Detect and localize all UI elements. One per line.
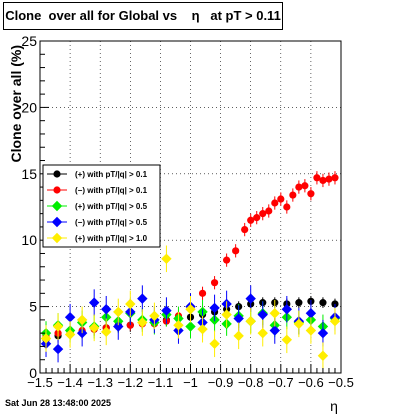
y-tick-label: 5 [29,299,37,315]
legend-marker [53,170,61,178]
data-series [40,171,341,370]
data-point [295,299,303,307]
data-point [271,199,279,207]
data-point [233,330,244,342]
data-point [88,322,100,334]
data-point [173,319,184,331]
data-point [161,305,172,316]
data-point [281,334,293,346]
data-point [185,304,196,315]
x-tick-label: −0.5 [328,375,354,390]
data-point [257,309,268,320]
series-5 [40,245,341,370]
data-point [64,312,76,323]
x-tick-label: −1.2 [117,375,143,390]
data-point [52,321,64,332]
data-point [209,338,220,349]
data-point [269,325,280,336]
data-point [281,304,293,315]
y-tick-label: 10 [21,232,37,248]
x-tick-label: −0.7 [268,375,294,390]
legend-label: (−) with pT/|q| > 0.5 [75,218,148,227]
data-point [137,293,148,304]
legend-marker [51,232,63,244]
axes: −1.5 −1.4 −1.3 −1.2 −1.1 −1 −0.9 −0.8 −0.7 −0.6 −0… [8,33,354,414]
y-tick-label: 15 [21,166,37,182]
data-point [64,329,76,340]
data-point [247,216,255,224]
data-point [313,174,321,182]
data-point [185,321,196,332]
data-point [317,350,329,361]
x-tick-label: −0.6 [298,375,324,390]
data-point [245,293,256,304]
data-point [319,299,327,307]
data-point [88,297,100,308]
y-tick-label: 20 [21,99,37,115]
x-tick-label: −1.1 [148,375,174,390]
legend-label: (+) with pT/|q| > 0.5 [75,202,148,211]
data-point [161,253,172,264]
data-point [245,316,256,327]
data-point [331,174,339,182]
legend: (+) with pT/|q| > 0.1 (−) with pT/|q| > 0… [42,164,161,248]
y-axis-label: Clone over all (%) [8,45,24,162]
x-tick-label: −1.3 [87,375,113,390]
x-tick-label: −1.5 [27,375,53,390]
data-point [232,247,240,255]
x-tick-label: −1 [183,375,198,390]
y-tick-label: 25 [21,33,37,49]
data-point [329,316,341,327]
legend-label: (+) with pT/|q| > 0.1 [75,170,148,179]
data-point [325,175,333,183]
data-point [277,195,285,203]
data-point [209,302,220,314]
legend-label: (−) with pT/|q| > 0.1 [75,186,148,195]
legend-marker [51,216,63,228]
data-point [307,190,315,198]
data-point [241,225,249,234]
data-point [257,327,268,339]
data-point [319,176,327,185]
data-point [113,321,124,332]
data-point [149,310,160,322]
data-point [253,214,261,222]
data-point [76,314,88,326]
data-point [265,207,273,215]
data-point [269,308,280,319]
footer-timestamp: Sat Jun 28 13:48:00 2025 [5,398,112,408]
data-point [125,298,136,310]
x-axis-label: η [330,398,338,414]
data-point [293,318,305,330]
legend-label: (+) with pT/|q| > 1.0 [75,234,148,243]
x-tick-label: −1.4 [57,375,83,390]
x-tick-label: −0.8 [238,375,264,390]
data-point [221,309,232,320]
data-point [317,327,329,339]
data-point [223,256,231,264]
data-point [289,191,297,199]
data-point [198,289,207,297]
data-point [137,317,148,328]
data-point [101,304,112,315]
legend-marker [51,200,63,212]
data-point [305,325,317,336]
data-point [305,308,317,319]
data-point [295,183,303,191]
data-point [283,203,291,211]
data-point [52,343,64,355]
x-tick-label: −0.9 [208,375,234,390]
data-point [259,210,267,218]
y-tick-label: 0 [29,365,37,381]
data-point [113,306,124,318]
data-point [210,279,219,287]
data-point [40,333,52,344]
data-point [101,326,112,338]
data-point [301,182,309,190]
data-point [197,323,208,335]
legend-marker [53,186,61,194]
chart-title: Clone over all for Global vs η at pT > 0… [3,2,283,30]
